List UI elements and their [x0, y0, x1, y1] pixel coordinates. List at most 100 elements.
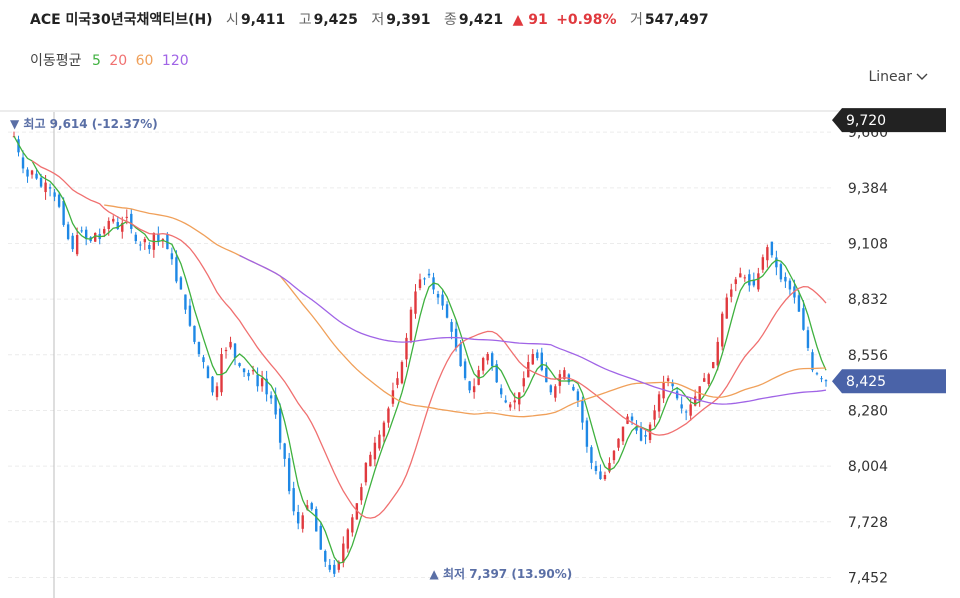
- candle-body: [481, 358, 485, 371]
- candle-body: [297, 511, 300, 524]
- low-label: 저: [371, 12, 385, 28]
- candle-body: [680, 404, 683, 409]
- scale-toggle-dropdown[interactable]: Linear: [868, 69, 928, 85]
- price-tag-label: 9,720: [846, 113, 886, 129]
- close-value: 9,421: [458, 12, 504, 28]
- candle-body: [806, 330, 810, 348]
- y-tick-label: 8,556: [848, 348, 888, 364]
- instrument-title: ACE 미국30년국채액티브(H): [30, 12, 213, 28]
- candle-body: [824, 380, 828, 382]
- volume-label: 거: [629, 12, 643, 28]
- candle-body: [730, 289, 733, 297]
- candle-body: [107, 220, 110, 230]
- quote-header: ACE 미국30년국채액티브(H) 시 9,411 고 9,425 저 9,391 종…: [30, 9, 709, 29]
- price-tag-background: [832, 108, 946, 133]
- candle-body: [558, 374, 562, 386]
- candle-body: [811, 352, 814, 371]
- y-tick-label: 9,108: [848, 236, 888, 252]
- candle-body: [757, 273, 760, 290]
- candle-body: [215, 386, 219, 398]
- candle-body: [351, 517, 354, 533]
- candle-body: [346, 529, 350, 549]
- candle-body: [17, 139, 20, 153]
- candle-body: [30, 170, 34, 175]
- candle-body: [57, 194, 61, 207]
- candle-body: [414, 291, 417, 314]
- candle-body: [788, 280, 792, 290]
- candle-body: [734, 279, 737, 285]
- candle-body: [752, 279, 756, 286]
- candle-body: [436, 294, 440, 298]
- ma-period-60[interactable]: 60: [135, 53, 154, 69]
- candle-body: [572, 386, 575, 391]
- candle-body: [612, 450, 616, 461]
- candle-body: [522, 378, 525, 387]
- low-value: 9,391: [386, 12, 431, 28]
- candle-body: [48, 187, 52, 189]
- candle-body: [360, 487, 363, 501]
- candle-body: [66, 224, 70, 240]
- candle-body: [531, 354, 534, 365]
- price-tag-background: [832, 369, 946, 394]
- candle-body: [197, 342, 201, 354]
- open-value: 9,411: [240, 12, 286, 28]
- candle-body: [62, 200, 65, 225]
- high-label: 고: [298, 12, 312, 28]
- candle-body: [409, 309, 413, 341]
- candle-body: [549, 385, 553, 393]
- candle-body: [427, 273, 431, 276]
- volume-value: 547,497: [644, 12, 709, 28]
- y-tick-label: 9,384: [848, 181, 888, 197]
- candle-body: [621, 426, 625, 442]
- candle-body: [712, 362, 715, 369]
- change-value: ▲ 91: [512, 12, 548, 28]
- candle-body: [500, 388, 503, 395]
- y-tick-label: 8,832: [848, 292, 888, 308]
- candle-body: [382, 422, 386, 437]
- candle-body: [94, 233, 97, 242]
- candle-body: [797, 295, 801, 312]
- candle-body: [585, 420, 589, 447]
- candle-body: [256, 374, 259, 387]
- ma-period-20[interactable]: 20: [109, 53, 128, 69]
- candle-body: [188, 305, 192, 326]
- ma-line-60: [104, 204, 827, 418]
- ma-line-20: [31, 160, 827, 519]
- candle-body: [689, 404, 692, 416]
- candle-body: [75, 235, 79, 255]
- candle-body: [233, 343, 237, 359]
- candle-body: [265, 378, 268, 395]
- candle-body: [378, 434, 381, 449]
- candle-body: [224, 349, 228, 352]
- candle-body: [364, 462, 368, 483]
- candle-body: [35, 173, 38, 179]
- candle-body: [608, 462, 611, 472]
- candle-body: [287, 458, 291, 492]
- ma-period-120[interactable]: 120: [161, 53, 189, 69]
- candle-body: [707, 374, 710, 385]
- candle-body: [468, 381, 471, 391]
- candle-body: [278, 408, 282, 443]
- candle-body: [396, 378, 399, 385]
- candle-body: [775, 257, 778, 268]
- candle-body: [342, 543, 345, 563]
- candle-body: [139, 244, 142, 246]
- ma-period-5[interactable]: 5: [91, 53, 101, 69]
- y-tick-label: 8,280: [848, 403, 888, 419]
- candle-body: [283, 443, 286, 459]
- candle-body: [373, 442, 377, 460]
- candle-body: [675, 391, 679, 399]
- candle-body: [247, 372, 250, 377]
- high-price-tag: 9,720: [832, 108, 946, 133]
- candle-body: [324, 550, 327, 562]
- candle-body: [175, 257, 178, 282]
- candle-body: [238, 363, 241, 367]
- candle-body: [301, 515, 304, 529]
- candle-body: [229, 341, 232, 348]
- candle-body: [761, 257, 765, 270]
- scale-toggle-label: Linear: [868, 69, 912, 85]
- candle-body: [121, 222, 124, 232]
- candle-body: [617, 438, 620, 448]
- candle-body: [400, 362, 404, 384]
